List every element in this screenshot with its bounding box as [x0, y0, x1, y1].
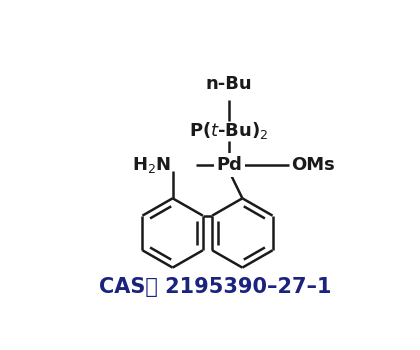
Text: CAS： 2195390–27–1: CAS： 2195390–27–1 — [99, 277, 331, 297]
Text: Pd: Pd — [216, 156, 242, 174]
Text: OMs: OMs — [291, 156, 335, 174]
Text: P($\it{t}$-Bu)$_2$: P($\it{t}$-Bu)$_2$ — [189, 120, 269, 141]
Text: n-Bu: n-Bu — [206, 75, 252, 93]
Text: H$_2$N: H$_2$N — [132, 155, 171, 175]
